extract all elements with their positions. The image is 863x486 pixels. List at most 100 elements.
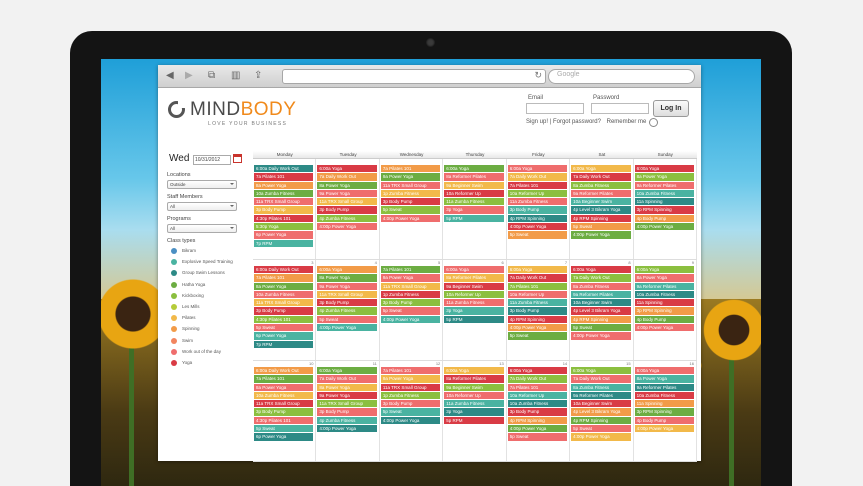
class-event[interactable]: 8a Power Yoga (254, 282, 314, 290)
class-event[interactable]: 6:00a Yoga (444, 266, 504, 274)
class-event[interactable]: 4p Zumba Fitness (317, 214, 377, 223)
class-event[interactable]: 4p Zumba Fitness (317, 307, 377, 315)
class-event[interactable]: 11a Zumba Fitness (444, 198, 504, 206)
class-event[interactable]: 4p Level 3 Bikram Yoga (571, 206, 631, 214)
class-event[interactable]: 4p Zumba Fitness (317, 416, 377, 425)
class-event[interactable]: 10a Beginner Swim (571, 299, 631, 307)
class-event[interactable]: 8a Power Yoga (254, 181, 314, 189)
class-event[interactable]: 3p Yoga (444, 408, 504, 416)
class-event[interactable]: 6:00a Yoga (571, 367, 631, 375)
class-event[interactable]: 9a Reformer Pilates (634, 181, 694, 189)
class-event[interactable]: 4:00p Power Yoga (634, 425, 694, 433)
class-event[interactable]: 3p RPM Spinning (634, 206, 694, 214)
class-event[interactable]: 4p RPM Spinning (507, 214, 568, 223)
class-event[interactable]: 3p Body Pump (254, 206, 314, 214)
class-event[interactable]: 10a Reformer Up (444, 290, 504, 299)
class-event[interactable]: 9a Power Yoga (317, 391, 377, 400)
class-event[interactable]: 4:00p Power Yoga (507, 223, 568, 231)
class-event[interactable]: 11a Spinning (634, 299, 694, 307)
day-cell[interactable]: 5 7a Pilates 101 9a Power Yoga 11a TRX Smal… (380, 260, 444, 360)
class-event[interactable]: 3p Body Pump (317, 408, 377, 416)
share-icon[interactable]: ⇪ (254, 70, 263, 81)
class-event[interactable]: 4p RPM Spinning (571, 416, 631, 425)
class-event[interactable]: 5p Sweat (254, 324, 314, 332)
class-event[interactable]: 5p Sweat (507, 433, 568, 441)
class-event[interactable]: 8a Power Yoga (634, 274, 694, 282)
class-event[interactable]: 10a Reformer Up (444, 189, 504, 198)
class-event[interactable]: 4:30p Pilates 101 (254, 214, 314, 223)
class-event[interactable]: 10a Reformer Up (507, 391, 568, 400)
class-event[interactable]: 4:00p Power Yoga (380, 416, 441, 425)
class-event[interactable]: 3p Body Pump (380, 400, 441, 408)
class-event[interactable]: 11a Spinning (634, 400, 694, 408)
day-cell[interactable]: 3 6:00a Daily Work Out 7a Pilates 101 8a Po… (253, 260, 317, 360)
class-event[interactable]: 5p Sweat (571, 324, 631, 332)
class-event[interactable]: 9a Beginner Swim (444, 383, 504, 391)
class-event[interactable]: 5p Sweat (380, 307, 441, 315)
class-event[interactable]: 11a TRX Small Group (380, 282, 441, 290)
class-event[interactable]: 10a Reformer Up (507, 290, 568, 299)
class-event[interactable]: 3p Body Pump (380, 299, 441, 307)
class-event[interactable]: 6:00a Yoga (317, 266, 377, 274)
class-event[interactable]: 10a Zumba Fitness (507, 400, 568, 408)
class-event[interactable]: 10a Beginner Swim (571, 400, 631, 408)
class-event[interactable]: 9a Power Yoga (380, 375, 441, 383)
class-event[interactable]: 11a TRX Small Group (317, 290, 377, 299)
day-cell[interactable]: 6:00a Yoga 7a Daily Work Out 8a Zumba Fitn… (570, 159, 634, 259)
day-cell[interactable]: 6 6:00a Yoga 8a Reformer Pilates 9a Beginne… (443, 260, 507, 360)
class-event[interactable]: 7a Pilates 101 (507, 181, 568, 189)
class-event[interactable]: 8a Zumba Fitness (571, 181, 631, 189)
class-event[interactable]: 11a TRX Small Group (254, 400, 314, 408)
class-event[interactable]: 11a Zumba Fitness (507, 198, 568, 206)
class-event[interactable]: 10a Reformer Up (444, 391, 504, 400)
class-event[interactable]: 5p Sweat (380, 206, 441, 214)
class-type-item[interactable]: Yoga (166, 359, 246, 370)
class-event[interactable]: 9a Power Yoga (380, 274, 441, 282)
class-event[interactable]: 4:00p Power Yoga (317, 324, 377, 332)
class-event[interactable]: 4:00p Power Yoga (380, 214, 441, 223)
day-cell[interactable]: 7a Pilates 101 9a Power Yoga 11a TRX Small… (380, 159, 444, 259)
day-cell[interactable]: 16 6:00a Yoga 8a Power Yoga 9a Reformer Pil… (634, 361, 697, 461)
class-event[interactable]: 4:00p Power Yoga (380, 315, 441, 324)
class-event[interactable]: 3p Body Pump (317, 299, 377, 307)
class-event[interactable]: 9a Reformer Pilates (571, 189, 631, 198)
class-event[interactable]: 4:00p Power Yoga (571, 433, 631, 441)
class-event[interactable]: 5:30p Yoga (254, 223, 314, 231)
class-event[interactable]: 6:00a Yoga (571, 266, 631, 274)
day-cell[interactable]: 6:00a Yoga 8a Power Yoga 9a Reformer Pilat… (634, 159, 697, 259)
class-event[interactable]: 4:00p Power Yoga (634, 223, 694, 231)
class-type-item[interactable]: Hatha Yoga (166, 281, 246, 292)
class-event[interactable]: 4p RPM Spinning (507, 315, 568, 324)
class-event[interactable]: 7a Pilates 101 (254, 173, 314, 181)
class-type-item[interactable]: Bikram (166, 247, 246, 258)
class-event[interactable]: 4p Level 3 Bikram Yoga (571, 307, 631, 315)
class-event[interactable]: 10a Zumba Fitness (254, 189, 314, 198)
class-event[interactable]: 9a Power Yoga (317, 189, 377, 198)
day-cell[interactable]: 6:00a Yoga 8a Reformer Pilates 9a Beginner… (443, 159, 507, 259)
forward-icon[interactable]: ▶ (185, 70, 193, 81)
class-type-item[interactable]: Explosive Speed Training (166, 258, 246, 269)
class-event[interactable]: 9a Reformer Pilates (571, 391, 631, 400)
class-event[interactable]: 6:00a Yoga (317, 367, 377, 375)
class-event[interactable]: 3p RPM Spinning (634, 307, 694, 315)
class-event[interactable]: 4p Body Pump (634, 315, 694, 324)
class-event[interactable]: 6:00a Yoga (507, 165, 568, 173)
class-event[interactable]: 7a Pilates 101 (380, 165, 441, 173)
email-field[interactable] (526, 103, 584, 114)
day-cell[interactable]: 15 6:00a Yoga 7a Daily Work Out 8a Zumba Fi… (570, 361, 634, 461)
class-event[interactable]: 8a Power Yoga (317, 383, 377, 391)
class-event[interactable]: 10a Zumba Fitness (634, 290, 694, 299)
class-event[interactable]: 3p Body Pump (507, 408, 568, 416)
class-event[interactable]: 11a TRX Small Group (380, 383, 441, 391)
class-event[interactable]: 4:00p Power Yoga (317, 425, 377, 433)
search-input[interactable]: Google (548, 69, 695, 84)
class-event[interactable]: 10a Zumba Fitness (254, 290, 314, 299)
class-event[interactable]: 6:00a Daily Work Out (254, 367, 314, 375)
class-event[interactable]: 9a Reformer Pilates (571, 290, 631, 299)
day-cell[interactable]: 7 6:00a Yoga 7a Daily Work Out 7a Pilates 1… (507, 260, 571, 360)
class-event[interactable]: 4:00p Power Yoga (634, 324, 694, 332)
class-event[interactable]: 11a TRX Small Group (254, 299, 314, 307)
class-event[interactable]: 6:00a Yoga (444, 165, 504, 173)
class-event[interactable]: 7a Pilates 101 (254, 274, 314, 282)
class-event[interactable]: 5p RPM (444, 315, 504, 324)
